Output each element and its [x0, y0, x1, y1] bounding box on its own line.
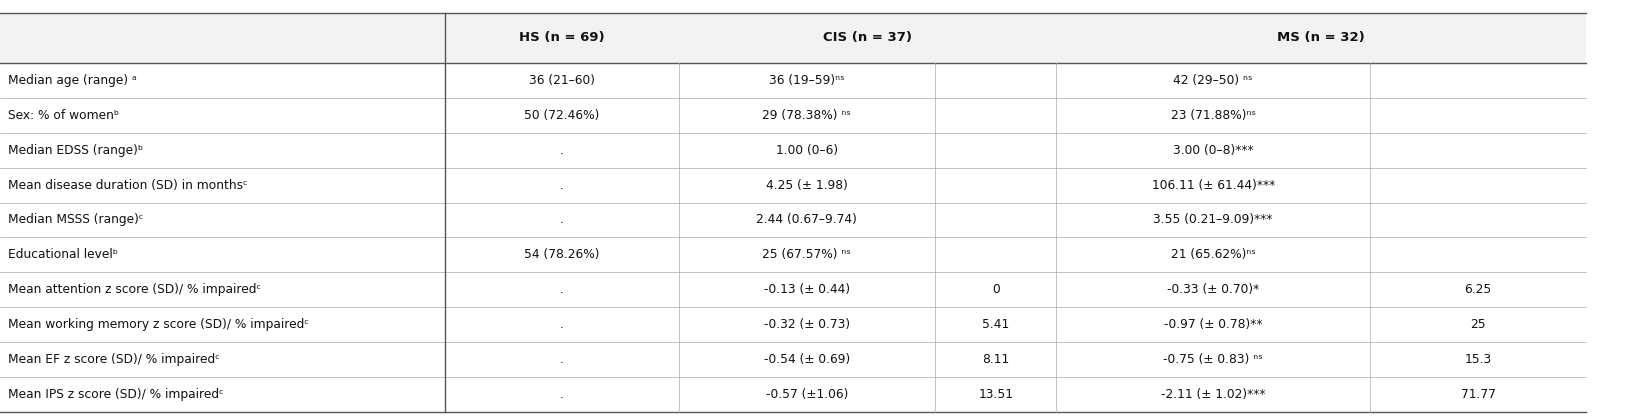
Text: 23 (71.88%)ⁿˢ: 23 (71.88%)ⁿˢ [1171, 109, 1256, 122]
Text: 25: 25 [1470, 318, 1486, 331]
Text: -0.54 (± 0.69): -0.54 (± 0.69) [764, 353, 850, 366]
Text: 5.41: 5.41 [983, 318, 1009, 331]
Text: 21 (65.62%)ⁿˢ: 21 (65.62%)ⁿˢ [1171, 248, 1256, 261]
Text: 29 (78.38%) ⁿˢ: 29 (78.38%) ⁿˢ [762, 109, 852, 122]
Text: 8.11: 8.11 [983, 353, 1009, 366]
Text: .: . [559, 353, 564, 366]
Text: -0.33 (± 0.70)*: -0.33 (± 0.70)* [1167, 283, 1259, 296]
Text: CIS (n = 37): CIS (n = 37) [822, 32, 912, 45]
Text: -0.57 (±1.06): -0.57 (±1.06) [765, 388, 849, 401]
Text: 0: 0 [992, 283, 999, 296]
Text: 25 (67.57%) ⁿˢ: 25 (67.57%) ⁿˢ [762, 248, 852, 261]
Text: 50 (72.46%): 50 (72.46%) [523, 109, 600, 122]
Text: -2.11 (± 1.02)***: -2.11 (± 1.02)*** [1161, 388, 1265, 401]
Text: .: . [559, 388, 564, 401]
Text: Mean EF z score (SD)/ % impairedᶜ: Mean EF z score (SD)/ % impairedᶜ [8, 353, 221, 366]
Text: .: . [559, 144, 564, 157]
Text: .: . [559, 283, 564, 296]
Text: 2.44 (0.67–9.74): 2.44 (0.67–9.74) [757, 213, 857, 226]
Text: Sex: % of womenᵇ: Sex: % of womenᵇ [8, 109, 119, 122]
Text: Mean working memory z score (SD)/ % impairedᶜ: Mean working memory z score (SD)/ % impa… [8, 318, 309, 331]
Text: -0.97 (± 0.78)**: -0.97 (± 0.78)** [1164, 318, 1262, 331]
Text: 3.00 (0–8)***: 3.00 (0–8)*** [1172, 144, 1254, 157]
Text: Median EDSS (range)ᵇ: Median EDSS (range)ᵇ [8, 144, 144, 157]
Text: Educational levelᵇ: Educational levelᵇ [8, 248, 118, 261]
Text: Median age (range) ᵃ: Median age (range) ᵃ [8, 74, 137, 87]
Text: 13.51: 13.51 [978, 388, 1014, 401]
Text: 54 (78.26%): 54 (78.26%) [523, 248, 600, 261]
Text: -0.13 (± 0.44): -0.13 (± 0.44) [764, 283, 850, 296]
Text: 106.11 (± 61.44)***: 106.11 (± 61.44)*** [1151, 178, 1275, 192]
Text: Mean disease duration (SD) in monthsᶜ: Mean disease duration (SD) in monthsᶜ [8, 178, 249, 192]
Text: 6.25: 6.25 [1465, 283, 1491, 296]
Text: 71.77: 71.77 [1460, 388, 1496, 401]
Text: .: . [559, 213, 564, 226]
Text: .: . [559, 318, 564, 331]
Bar [0, 13, 1586, 63]
Text: Mean attention z score (SD)/ % impairedᶜ: Mean attention z score (SD)/ % impairedᶜ [8, 283, 262, 296]
Text: 42 (29–50) ⁿˢ: 42 (29–50) ⁿˢ [1174, 74, 1252, 87]
Text: 15.3: 15.3 [1465, 353, 1491, 366]
Text: Mean IPS z score (SD)/ % impairedᶜ: Mean IPS z score (SD)/ % impairedᶜ [8, 388, 224, 401]
Text: Median MSSS (range)ᶜ: Median MSSS (range)ᶜ [8, 213, 144, 226]
Text: 4.25 (± 1.98): 4.25 (± 1.98) [765, 178, 849, 192]
Text: 1.00 (0–6): 1.00 (0–6) [777, 144, 837, 157]
Text: 36 (21–60): 36 (21–60) [528, 74, 595, 87]
Text: MS (n = 32): MS (n = 32) [1277, 32, 1365, 45]
Text: .: . [559, 178, 564, 192]
Text: 36 (19–59)ⁿˢ: 36 (19–59)ⁿˢ [768, 74, 845, 87]
Text: -0.32 (± 0.73): -0.32 (± 0.73) [764, 318, 850, 331]
Text: -0.75 (± 0.83) ⁿˢ: -0.75 (± 0.83) ⁿˢ [1162, 353, 1264, 366]
Text: HS (n = 69): HS (n = 69) [518, 32, 605, 45]
Text: 3.55 (0.21–9.09)***: 3.55 (0.21–9.09)*** [1153, 213, 1274, 226]
